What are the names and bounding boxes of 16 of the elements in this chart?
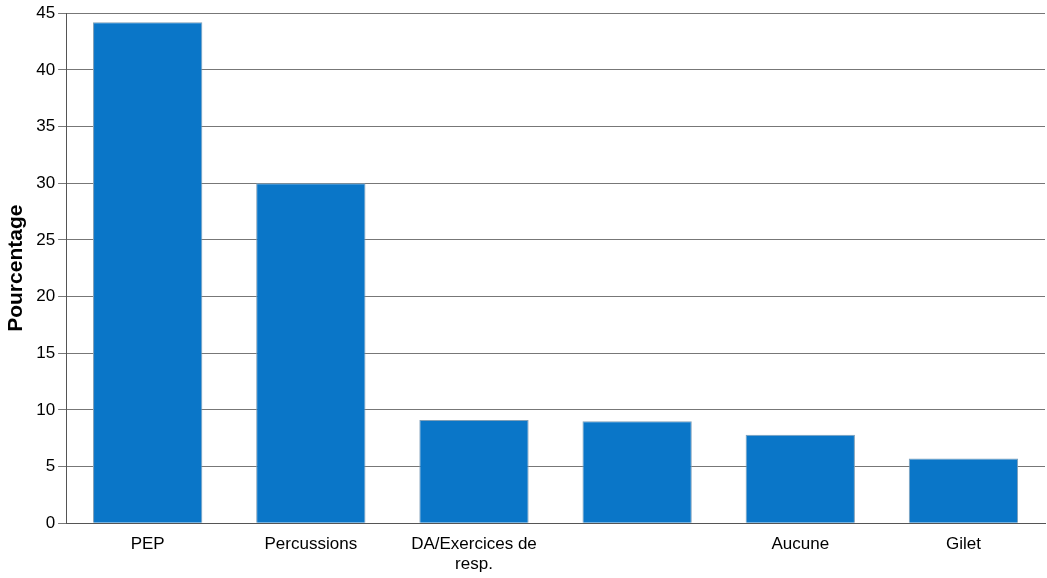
y-tick-label: 5 bbox=[45, 456, 56, 476]
x-tick-label: Percussions bbox=[264, 534, 358, 554]
x-tick-label: PEP bbox=[130, 534, 165, 554]
y-tick-label: 40 bbox=[36, 59, 56, 79]
y-tick-label: 20 bbox=[36, 286, 56, 306]
y-tick-label: 15 bbox=[36, 342, 56, 362]
x-tick-label: Aucune bbox=[771, 534, 830, 554]
x-tick-label: Gilet bbox=[945, 534, 982, 554]
y-axis-title: Pourcentage bbox=[3, 204, 27, 332]
y-tick-label: 10 bbox=[36, 399, 56, 419]
y-tick-label: 45 bbox=[36, 2, 56, 22]
y-tick-label: 0 bbox=[45, 512, 56, 532]
x-tick-label: DA/Exercices de resp. bbox=[411, 534, 537, 574]
y-tick-label: 35 bbox=[36, 116, 56, 136]
y-tick-label: 25 bbox=[36, 229, 56, 249]
y-tick-label: 30 bbox=[36, 172, 56, 192]
